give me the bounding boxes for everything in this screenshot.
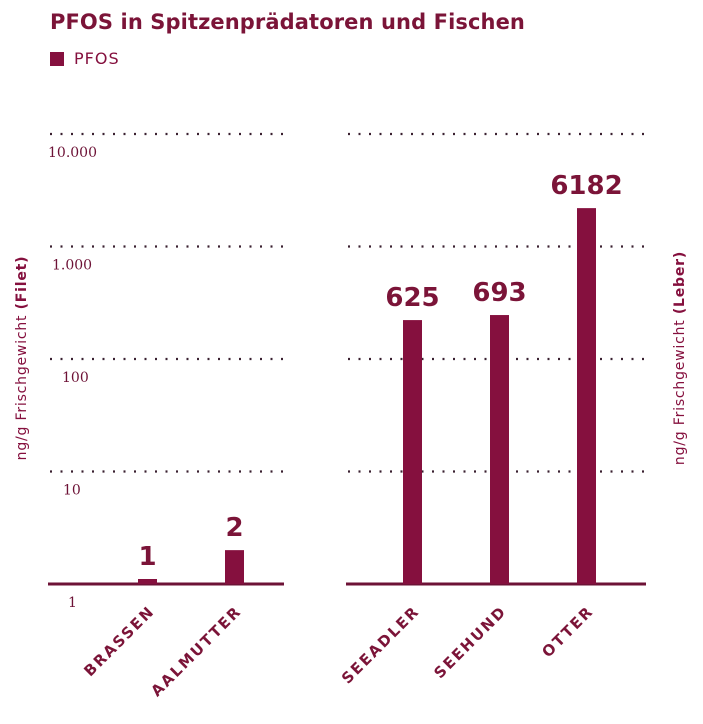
bar-otter <box>577 208 596 584</box>
category-label-aalmutter: AALMUTTER <box>147 602 245 700</box>
category-label-seeadler: SEEADLER <box>338 602 423 687</box>
y-axis-title-tissue: (Filet) <box>14 256 30 310</box>
y-axis-title-unit: ng/g Frischgewicht <box>14 309 30 460</box>
bar-seeadler <box>403 320 422 584</box>
category-label-seehund: SEEHUND <box>430 602 510 682</box>
bar-seehund <box>490 315 509 584</box>
value-label-aalmutter: 2 <box>225 513 243 543</box>
y-axis-title-right: ng/g Frischgewicht (Leber) <box>672 251 688 465</box>
category-label-brassen: BRASSEN <box>80 602 158 680</box>
legend-label: PFOS <box>74 49 120 68</box>
value-label-seehund: 693 <box>472 278 526 308</box>
category-label-otter: OTTER <box>538 602 597 661</box>
legend: PFOS <box>50 49 120 68</box>
value-label-brassen: 1 <box>138 542 156 572</box>
y-tick-label: 10.000 <box>48 145 97 161</box>
value-label-otter: 6182 <box>550 171 622 201</box>
y-tick-label: 1 <box>68 595 77 611</box>
y-tick-label: 100 <box>62 370 89 386</box>
y-tick-label: 10 <box>63 483 81 499</box>
y-axis-title-left: ng/g Frischgewicht (Filet) <box>14 256 30 461</box>
chart-title: PFOS in Spitzenprädatoren und Fischen <box>50 10 525 34</box>
legend-swatch <box>50 51 64 66</box>
y-tick-label: 1.000 <box>52 258 92 274</box>
bar-brassen <box>138 579 157 584</box>
y-axis-title-tissue: (Leber) <box>672 251 688 314</box>
bar-aalmutter <box>225 550 244 584</box>
value-label-seeadler: 625 <box>385 283 439 313</box>
y-axis-title-unit: ng/g Frischgewicht <box>672 314 688 465</box>
